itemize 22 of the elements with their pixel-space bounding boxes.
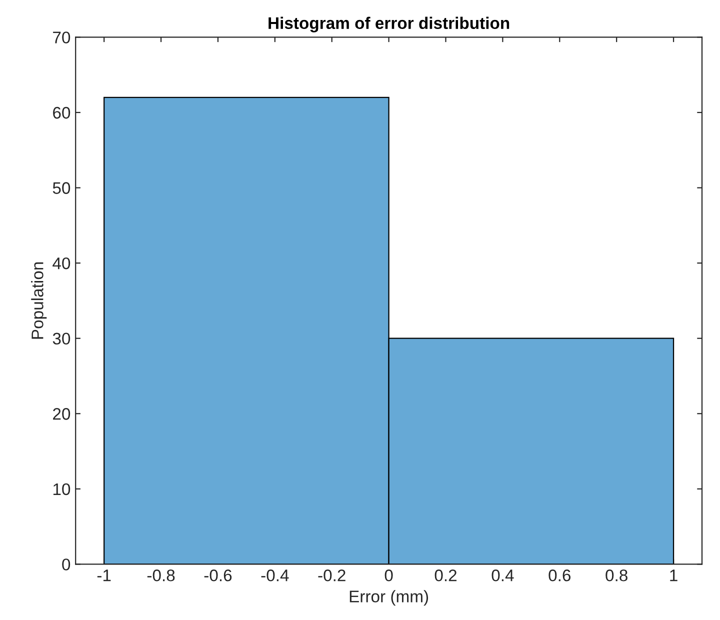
y-tick-label: 70 — [53, 32, 70, 44]
x-tick-label: -0.2 — [318, 570, 346, 582]
y-tick-label: 40 — [52, 257, 70, 270]
chart-title: Histogram of error distribution — [268, 16, 510, 32]
y-tick-label: 0 — [62, 558, 70, 570]
x-tick-label: 0.4 — [492, 570, 514, 582]
x-tick-label: 0 — [384, 570, 393, 582]
x-axis-title: Error (mm) — [350, 590, 428, 606]
x-tick-label: -0.8 — [147, 570, 175, 582]
x-tick-label: 0.8 — [606, 570, 628, 582]
x-tick-label: 0.6 — [548, 570, 570, 582]
y-tick-label: 10 — [53, 483, 70, 496]
y-tick-label: 30 — [52, 332, 70, 345]
x-tick-label: 0.2 — [434, 570, 456, 582]
x-tick-label: 1 — [670, 570, 678, 582]
x-tick-label: -0.6 — [204, 570, 232, 582]
x-tick-label: -1 — [97, 570, 111, 582]
x-tick-label: -0.4 — [261, 570, 289, 582]
y-axis-title: Population — [31, 262, 47, 339]
y-tick-label: 20 — [53, 408, 70, 420]
y-tick-label: 60 — [53, 106, 70, 119]
y-tick-label: 50 — [52, 182, 70, 194]
